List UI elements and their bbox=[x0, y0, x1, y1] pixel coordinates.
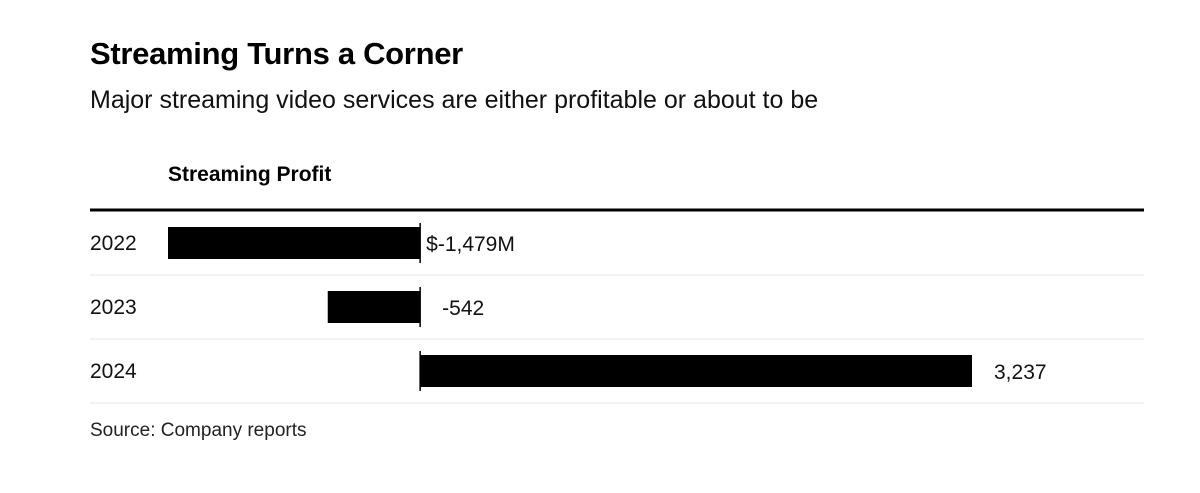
category-label: 2023 bbox=[90, 296, 137, 319]
category-label: 2024 bbox=[90, 360, 137, 383]
bar bbox=[168, 227, 421, 259]
bar bbox=[420, 355, 973, 387]
source-note: Source: Company reports bbox=[90, 420, 307, 441]
value-label: 3,237 bbox=[994, 361, 1047, 384]
column-header: Streaming Profit bbox=[168, 163, 332, 186]
category-label: 2022 bbox=[90, 232, 137, 255]
bar bbox=[327, 291, 421, 323]
chart-title: Streaming Turns a Corner bbox=[90, 36, 463, 71]
value-label: -542 bbox=[442, 297, 484, 320]
value-label: $-1,479M bbox=[426, 233, 515, 256]
chart-subtitle: Major streaming video services are eithe… bbox=[90, 86, 819, 114]
